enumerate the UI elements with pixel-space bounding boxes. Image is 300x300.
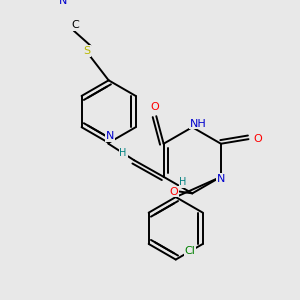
Text: C: C [72, 20, 80, 30]
Text: H: H [119, 148, 127, 158]
Text: O: O [253, 134, 262, 144]
Text: N: N [58, 0, 67, 6]
Text: N: N [217, 174, 225, 184]
Text: O: O [150, 102, 159, 112]
Text: N: N [106, 131, 115, 141]
Text: S: S [83, 46, 90, 56]
Text: O: O [169, 187, 178, 196]
Text: NH: NH [189, 118, 206, 128]
Text: Cl: Cl [184, 246, 195, 256]
Text: H: H [179, 177, 187, 187]
